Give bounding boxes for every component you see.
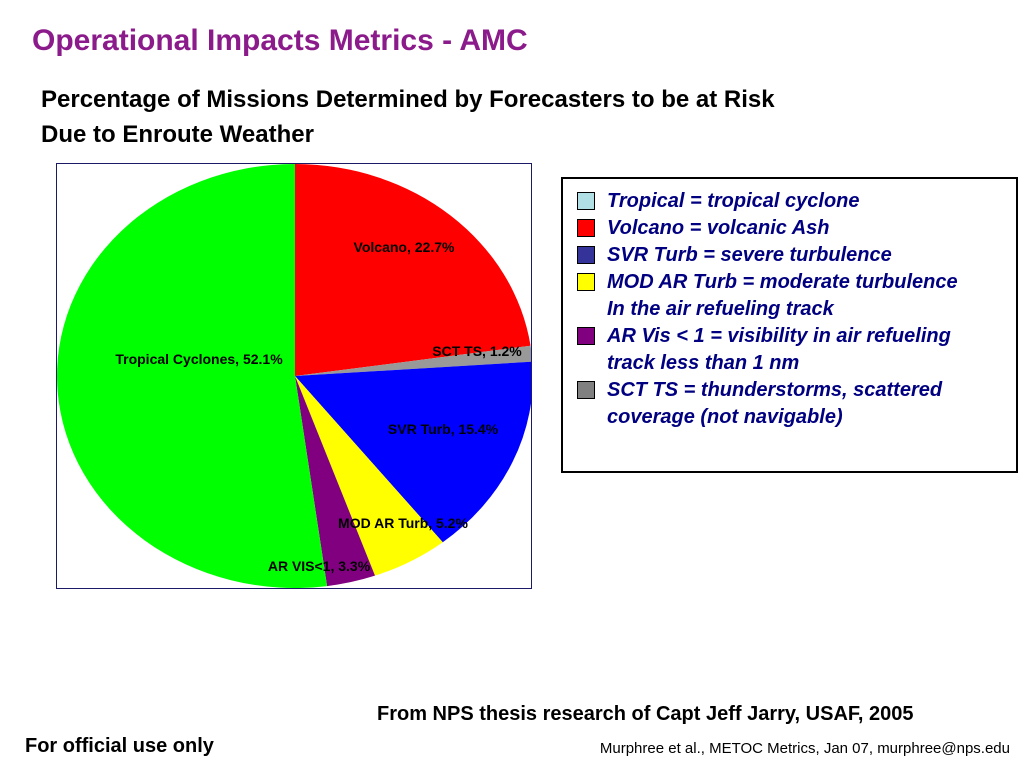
pie-slice-label-0: Volcano, 22.7% [354, 239, 455, 255]
legend-swatch-svr-turb [577, 246, 595, 264]
subtitle-line-1: Percentage of Missions Determined by For… [41, 86, 775, 113]
pie-slice-label-5: Tropical Cyclones, 52.1% [115, 351, 283, 367]
official-use-note: For official use only [25, 735, 214, 757]
pie-slice-label-3: MOD AR Turb, 5.2% [338, 515, 468, 531]
legend-label-ar-vis: AR Vis < 1 = visibility in air refueling [607, 325, 951, 347]
legend-label-ar-vis-cont: track less than 1 nm [607, 352, 800, 374]
pie-slice-2 [295, 361, 531, 543]
legend-label-tropical: Tropical = tropical cyclone [607, 190, 860, 212]
legend-label-sct-ts: SCT TS = thunderstorms, scattered [607, 379, 943, 401]
legend-swatch-volcano [577, 219, 595, 237]
chart-subtitle: Percentage of Missions Determined by For… [41, 82, 941, 152]
legend-swatch-mod-ar-turb [577, 273, 595, 291]
pie-slice-label-4: AR VIS<1, 3.3% [268, 558, 371, 574]
legend-label-sct-ts-cont: coverage (not navigable) [607, 406, 843, 428]
footer-credit: Murphree et al., METOC Metrics, Jan 07, … [599, 740, 1010, 757]
subtitle-line-2: Due to Enroute Weather [41, 121, 314, 148]
pie-chart-frame: Volcano, 22.7% SCT TS, 1.2% SVR Turb, 15.4… [56, 163, 532, 589]
pie-slice-1 [295, 345, 531, 376]
legend-label-volcano: Volcano = volcanic Ash [607, 217, 830, 239]
legend-swatch-tropical [577, 192, 595, 210]
legend-label-mod-ar-turb-cont: In the air refueling track [607, 298, 834, 320]
legend-box: Tropical = tropical cyclone Volcano = vo… [561, 177, 1018, 473]
source-note: From NPS thesis research of Capt Jeff Ja… [377, 703, 914, 725]
legend-swatch-sct-ts [577, 381, 595, 399]
legend-label-mod-ar-turb: MOD AR Turb = moderate turbulence [607, 271, 958, 293]
pie-slice-label-1: SCT TS, 1.2% [432, 343, 522, 359]
legend-swatch-ar-vis [577, 327, 595, 345]
pie-slice-5 [57, 164, 328, 588]
pie-slice-label-2: SVR Turb, 15.4% [388, 421, 499, 437]
pie-chart: Volcano, 22.7% SCT TS, 1.2% SVR Turb, 15.4… [57, 164, 531, 588]
page-title: Operational Impacts Metrics - AMC [32, 24, 528, 57]
pie-slice-0 [295, 164, 531, 376]
pie-slice-4 [295, 376, 375, 587]
legend-label-svr-turb: SVR Turb = severe turbulence [607, 244, 892, 266]
pie-slice-3 [295, 376, 443, 576]
